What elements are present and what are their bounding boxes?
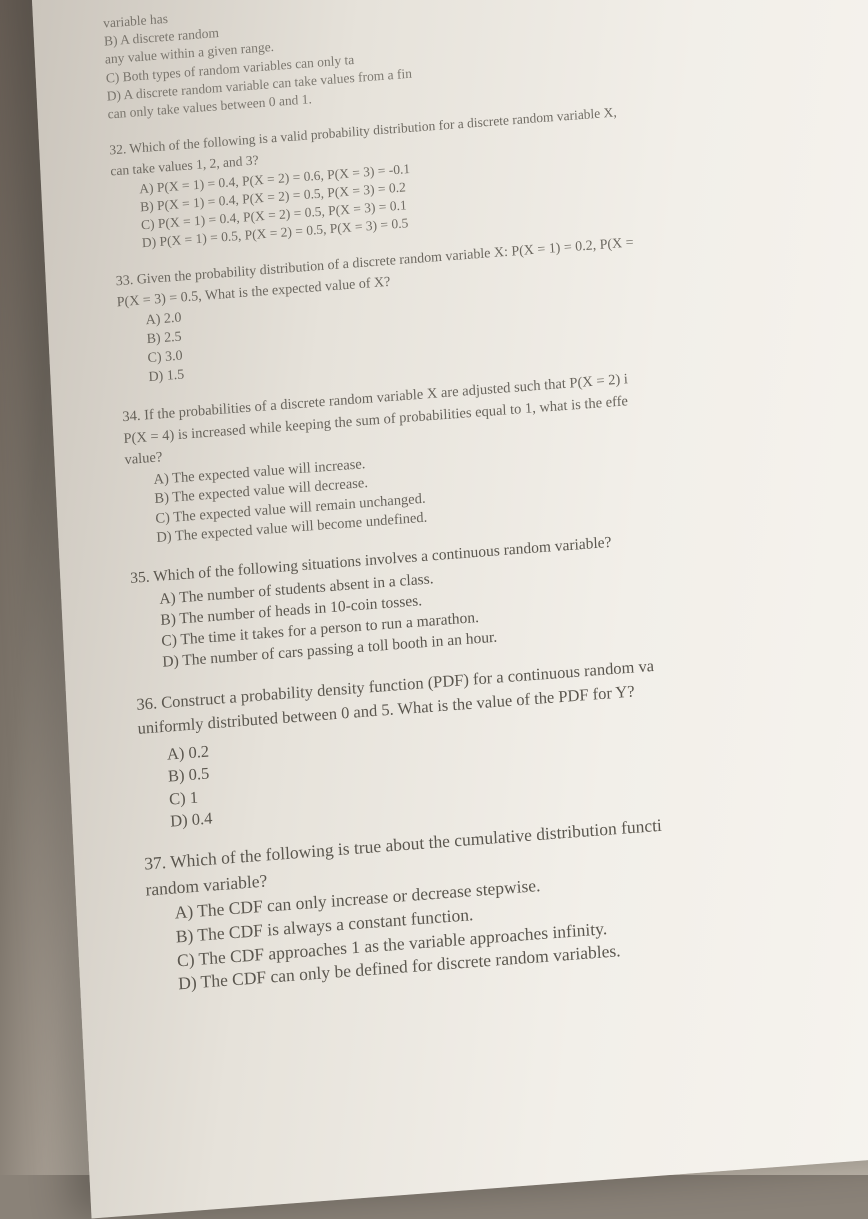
exam-page: variable has B) A discrete random any va…	[30, 0, 868, 1218]
